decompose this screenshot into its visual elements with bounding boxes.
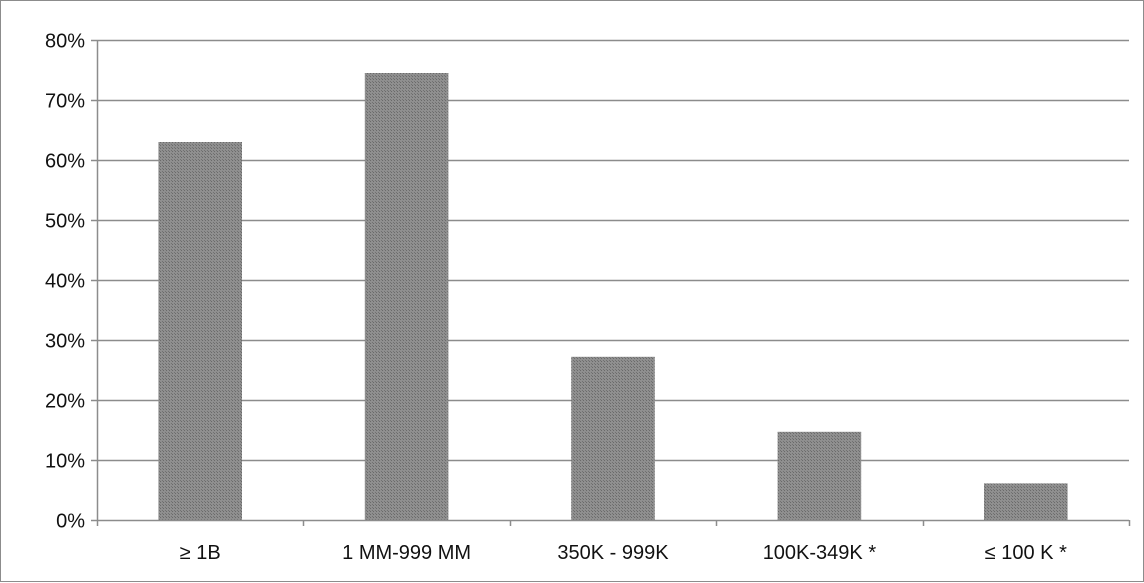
y-tick-label: 80% — [45, 31, 85, 53]
axes — [91, 39, 1131, 526]
y-tick-label: 0% — [56, 511, 85, 533]
bar — [364, 73, 449, 520]
y-tick-label: 50% — [45, 211, 85, 233]
y-tick-labels: 0% 10% 20% 30% 40% 50% 60% 70% 80% — [45, 31, 85, 533]
y-tick-label: 70% — [45, 91, 85, 113]
y-tick-label: 20% — [45, 391, 85, 413]
y-tick-label: 60% — [45, 151, 85, 173]
x-tick-label: 100K-349K * — [763, 542, 877, 564]
bar — [158, 142, 242, 520]
bar — [777, 431, 862, 520]
gridlines — [97, 39, 1129, 462]
y-tick-label: 30% — [45, 331, 85, 353]
x-tick-label: 1 MM-999 MM — [342, 542, 471, 564]
x-tick-labels: ≥ 1B 1 MM-999 MM 350K - 999K 100K-349K * ≤ 1… — [180, 542, 1067, 564]
x-tick-label: ≥ 1B — [180, 542, 221, 564]
bar — [571, 356, 655, 520]
bar — [984, 483, 1068, 520]
bars — [158, 73, 1068, 520]
x-tick-label: ≤ 100 K * — [985, 542, 1067, 564]
x-tick-label: 350K - 999K — [557, 542, 669, 564]
y-tick-label: 10% — [45, 451, 85, 473]
y-tick-label: 40% — [45, 271, 85, 293]
